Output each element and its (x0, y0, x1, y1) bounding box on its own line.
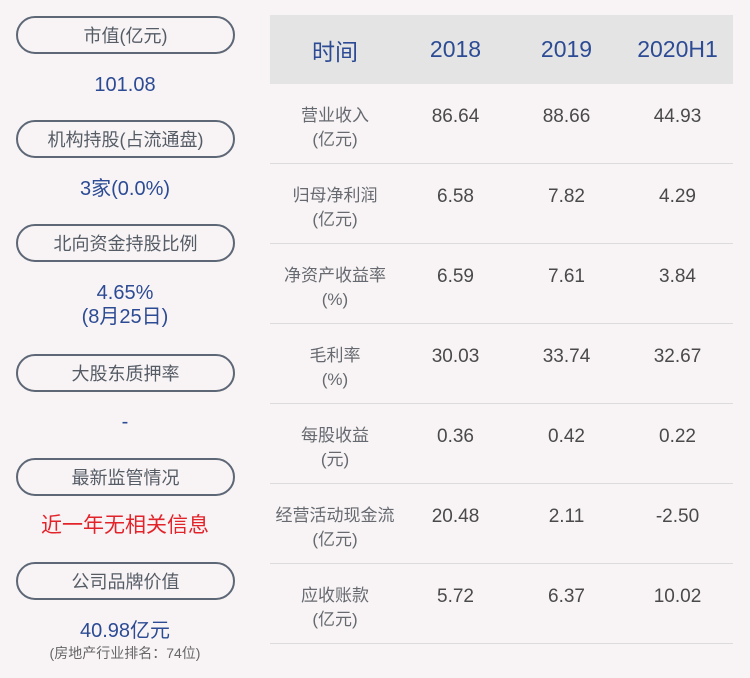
market-cap-label: 市值(亿元) (16, 16, 235, 54)
market-cap-value: 101.08 (94, 74, 156, 96)
header-2020h1: 2020H1 (637, 36, 718, 62)
cell-value: 44.93 (653, 106, 702, 127)
table-row: 应收账款 (亿元) 5.72 6.37 10.02 (270, 564, 733, 644)
cell-value: -2.50 (655, 506, 700, 527)
row-label: 营业收入 (亿元) (301, 106, 369, 149)
cell-value: 7.61 (548, 266, 585, 287)
regulatory-status-value: 近一年无相关信息 (41, 514, 209, 537)
header-time: 时间 (312, 38, 358, 65)
table-header: 时间 2018 2019 2020H1 (270, 15, 733, 84)
cell-value: 2.11 (548, 506, 585, 527)
cell-value: 30.03 (431, 346, 480, 367)
cell-value: 86.64 (431, 106, 480, 127)
northbound-holding-label: 北向资金持股比例 (16, 224, 235, 262)
cell-value: 3.84 (659, 266, 696, 287)
brand-value-amount: 40.98亿元 (79, 620, 171, 642)
cell-value: 6.37 (548, 586, 585, 607)
cell-value: 7.82 (548, 186, 585, 207)
cell-value: 32.67 (653, 346, 702, 367)
row-label: 应收账款 (亿元) (301, 586, 369, 629)
row-label: 归母净利润 (亿元) (292, 186, 378, 229)
institutional-holding-label: 机构持股(占流通盘) (16, 120, 235, 158)
table-row: 经营活动现金流 (亿元) 20.48 2.11 -2.50 (270, 484, 733, 564)
cell-value: 6.59 (437, 266, 474, 287)
table-row: 净资产收益率 (%) 6.59 7.61 3.84 (270, 244, 733, 324)
regulatory-status-label: 最新监管情况 (16, 458, 235, 496)
cell-value: 0.36 (437, 426, 474, 447)
pledge-ratio-value: - (121, 411, 129, 433)
row-label: 毛利率 (%) (309, 346, 361, 389)
northbound-date: (8月25日) (81, 306, 169, 328)
row-label: 净资产收益率 (%) (284, 266, 386, 309)
northbound-percent: 4.65% (96, 282, 154, 304)
cell-value: 0.22 (659, 426, 696, 447)
cell-value: 5.72 (437, 586, 474, 607)
pledge-ratio-label: 大股东质押率 (16, 354, 235, 392)
cell-value: 4.29 (659, 186, 696, 207)
cell-value: 20.48 (431, 506, 480, 527)
northbound-holding-value: 4.65% (8月25日) (0, 281, 250, 329)
cell-value: 6.58 (437, 186, 474, 207)
brand-value-label: 公司品牌价值 (16, 562, 235, 600)
cell-value: 88.66 (542, 106, 591, 127)
financial-table: 时间 2018 2019 2020H1 营业收入 (亿元) 86.64 88.66… (270, 15, 733, 644)
brand-value-rank: (房地产行业排名：74位) (49, 645, 201, 661)
row-label: 每股收益 (元) (301, 426, 369, 469)
cell-value: 0.42 (548, 426, 585, 447)
institutional-holding-value: 3家(0.0%) (79, 178, 171, 200)
table-row: 毛利率 (%) 30.03 33.74 32.67 (270, 324, 733, 404)
row-label: 经营活动现金流 (亿元) (275, 506, 395, 549)
header-2019: 2019 (540, 36, 593, 62)
table-row: 归母净利润 (亿元) 6.58 7.82 4.29 (270, 164, 733, 244)
brand-value: 40.98亿元 (房地产行业排名：74位) (0, 619, 250, 662)
header-2018: 2018 (429, 36, 482, 62)
cell-value: 33.74 (542, 346, 591, 367)
cell-value: 10.02 (653, 586, 702, 607)
table-row: 营业收入 (亿元) 86.64 88.66 44.93 (270, 84, 733, 164)
table-row: 每股收益 (元) 0.36 0.42 0.22 (270, 404, 733, 484)
